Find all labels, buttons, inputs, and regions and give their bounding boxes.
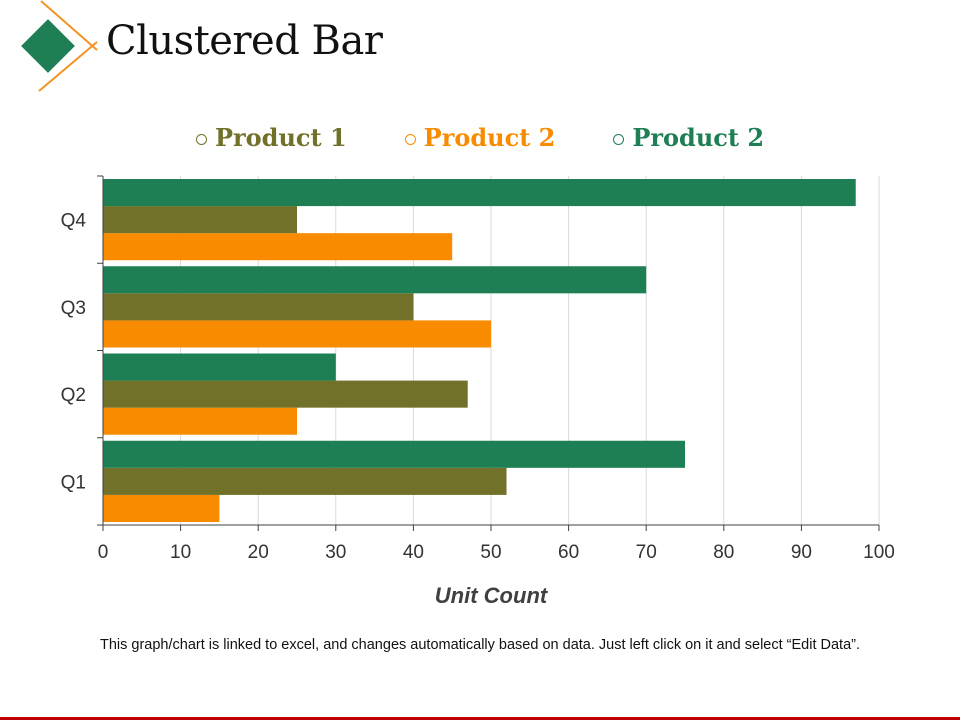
bar — [103, 353, 336, 381]
y-tick-label: Q4 — [61, 211, 87, 232]
bar — [103, 293, 414, 321]
bar — [103, 440, 685, 468]
bottom-rule — [0, 717, 960, 720]
bar — [103, 179, 856, 207]
bar — [103, 320, 491, 348]
legend-item-product-1: Product 1 — [195, 120, 347, 154]
page-title: Clustered Bar — [106, 18, 383, 64]
legend-item-product-2-green: Product 2 — [613, 120, 764, 154]
legend-marker-icon — [195, 133, 207, 145]
clustered-bar-chart: Q1 Q2 Q3 Q4 0 10 20 30 40 50 60 70 80 90 100 Unit Count — [61, 175, 895, 608]
x-tick-label: 10 — [170, 542, 191, 563]
x-tick-label: 0 — [98, 542, 109, 563]
chart-legend: Product 1 Product 2 Product 2 — [0, 120, 960, 154]
bar — [103, 467, 507, 495]
logo-icon — [21, 0, 98, 92]
x-tick-label: 100 — [863, 542, 895, 563]
legend-marker-icon — [613, 133, 625, 145]
bar — [103, 380, 468, 408]
x-tick-label: 40 — [403, 542, 424, 563]
y-tick-label: Q1 — [61, 472, 86, 493]
x-tick-label: 70 — [636, 542, 657, 563]
x-tick-label: 80 — [713, 542, 734, 563]
legend-item-product-2-orange: Product 2 — [404, 120, 556, 154]
footnote: This graph/chart is linked to excel, and… — [99, 637, 861, 653]
bar — [103, 407, 297, 435]
x-tick-label: 30 — [325, 542, 346, 563]
x-tick-label: 50 — [480, 542, 501, 563]
x-axis-label: Unit Count — [435, 583, 549, 608]
legend-label: Product 2 — [423, 122, 556, 152]
legend-label: Product 1 — [214, 122, 347, 152]
y-tick-label: Q3 — [61, 298, 86, 319]
x-tick-label: 60 — [558, 542, 579, 563]
y-tick-label: Q2 — [61, 385, 86, 406]
bar — [103, 494, 220, 522]
bar — [103, 266, 647, 294]
bar — [103, 233, 453, 261]
legend-marker-icon — [404, 133, 416, 145]
legend-label: Product 2 — [632, 122, 765, 152]
x-tick-label: 90 — [791, 542, 812, 563]
bar — [103, 206, 297, 234]
x-tick-label: 20 — [248, 542, 269, 563]
